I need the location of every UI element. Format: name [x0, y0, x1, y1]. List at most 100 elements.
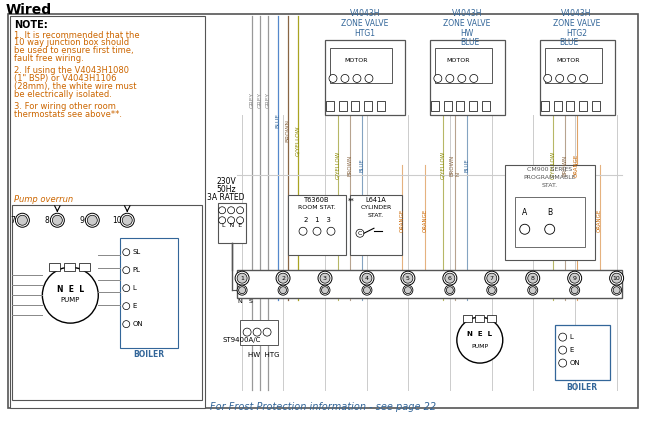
Text: MOTOR: MOTOR: [344, 58, 367, 63]
Circle shape: [87, 215, 97, 225]
Circle shape: [611, 285, 622, 295]
Circle shape: [457, 317, 503, 363]
Text: GREY: GREY: [265, 92, 270, 108]
Circle shape: [123, 303, 130, 310]
Text: N  E  L: N E L: [57, 285, 84, 294]
Circle shape: [403, 285, 413, 295]
Circle shape: [235, 271, 249, 285]
Text: 2   1   3: 2 1 3: [303, 217, 331, 223]
Text: G/YELLOW: G/YELLOW: [550, 151, 555, 179]
Circle shape: [458, 74, 466, 82]
Text: 50Hz: 50Hz: [216, 185, 236, 194]
Text: **: **: [348, 197, 355, 203]
Circle shape: [362, 285, 372, 295]
Circle shape: [559, 346, 567, 354]
Text: For Frost Protection information - see page 22: For Frost Protection information - see p…: [210, 402, 436, 412]
Text: 5: 5: [406, 276, 410, 281]
Circle shape: [571, 287, 578, 294]
Bar: [515, 197, 585, 247]
Text: HW  HTG: HW HTG: [248, 352, 280, 358]
Circle shape: [320, 273, 330, 283]
Circle shape: [528, 285, 538, 295]
Circle shape: [320, 285, 330, 295]
Circle shape: [341, 74, 349, 82]
Circle shape: [445, 273, 455, 283]
Circle shape: [239, 287, 246, 294]
Circle shape: [278, 285, 288, 295]
Text: 230V: 230V: [216, 177, 236, 187]
Circle shape: [445, 285, 455, 295]
Circle shape: [362, 273, 372, 283]
Text: ROOM STAT.: ROOM STAT.: [298, 205, 336, 210]
Text: 1: 1: [240, 276, 244, 281]
Text: Pump overrun: Pump overrun: [14, 195, 74, 204]
Circle shape: [237, 285, 247, 295]
Bar: [435, 49, 492, 84]
Bar: [578, 101, 587, 111]
Circle shape: [280, 287, 287, 294]
Circle shape: [446, 74, 454, 82]
Text: 4: 4: [365, 276, 369, 281]
Circle shape: [559, 359, 567, 367]
Bar: [431, 101, 439, 111]
Circle shape: [403, 273, 413, 283]
Circle shape: [123, 249, 130, 256]
Text: 3. For wiring other room: 3. For wiring other room: [14, 103, 116, 111]
Circle shape: [42, 267, 98, 323]
Circle shape: [570, 285, 580, 295]
Circle shape: [487, 285, 497, 295]
Circle shape: [580, 74, 587, 82]
Text: GREY: GREY: [258, 92, 263, 108]
Circle shape: [123, 267, 130, 274]
Circle shape: [487, 273, 497, 283]
Circle shape: [360, 271, 374, 285]
Text: be used to ensure first time,: be used to ensure first time,: [14, 46, 134, 55]
Text: L: L: [570, 334, 573, 340]
Text: (28mm), the white wire must: (28mm), the white wire must: [14, 82, 137, 92]
Bar: [330, 49, 392, 84]
Bar: [565, 101, 574, 111]
Circle shape: [123, 285, 130, 292]
Text: BROWN: BROWN: [285, 119, 291, 142]
Circle shape: [446, 287, 454, 294]
Bar: [120, 238, 178, 348]
Circle shape: [353, 74, 361, 82]
Circle shape: [16, 213, 29, 227]
Text: MOTOR: MOTOR: [446, 58, 470, 63]
Text: be electrically isolated.: be electrically isolated.: [14, 90, 113, 100]
Text: 2: 2: [281, 276, 285, 281]
Circle shape: [329, 74, 337, 82]
Text: BLUE: BLUE: [360, 158, 364, 172]
Text: BOILER: BOILER: [134, 350, 165, 359]
Circle shape: [526, 271, 540, 285]
Circle shape: [85, 213, 99, 227]
Circle shape: [404, 287, 411, 294]
Bar: [541, 101, 549, 111]
Circle shape: [356, 229, 364, 237]
Circle shape: [122, 215, 132, 225]
Circle shape: [50, 213, 64, 227]
Bar: [430, 41, 505, 115]
Text: 8: 8: [45, 216, 50, 225]
Circle shape: [470, 74, 477, 82]
Text: G/YELLOW: G/YELLOW: [296, 125, 301, 156]
Text: V4043H
ZONE VALVE
HTG2: V4043H ZONE VALVE HTG2: [553, 9, 600, 38]
Circle shape: [529, 287, 536, 294]
Circle shape: [228, 217, 235, 224]
Circle shape: [520, 224, 530, 234]
Text: 10 way junction box should: 10 way junction box should: [14, 38, 129, 48]
Text: BLUE: BLUE: [276, 113, 281, 128]
Text: L641A: L641A: [366, 197, 386, 203]
Circle shape: [443, 271, 457, 285]
Text: 7: 7: [490, 276, 494, 281]
Text: MOTOR: MOTOR: [556, 58, 580, 63]
Circle shape: [313, 227, 321, 235]
Text: STAT.: STAT.: [368, 213, 384, 218]
Text: 8: 8: [531, 276, 534, 281]
Text: 10: 10: [113, 216, 122, 225]
Circle shape: [243, 328, 251, 336]
Text: 3: 3: [323, 276, 327, 281]
Text: 1. It is recommended that the: 1. It is recommended that the: [14, 30, 140, 40]
Text: G/YELLOW: G/YELLOW: [441, 151, 445, 179]
Bar: [554, 325, 609, 380]
